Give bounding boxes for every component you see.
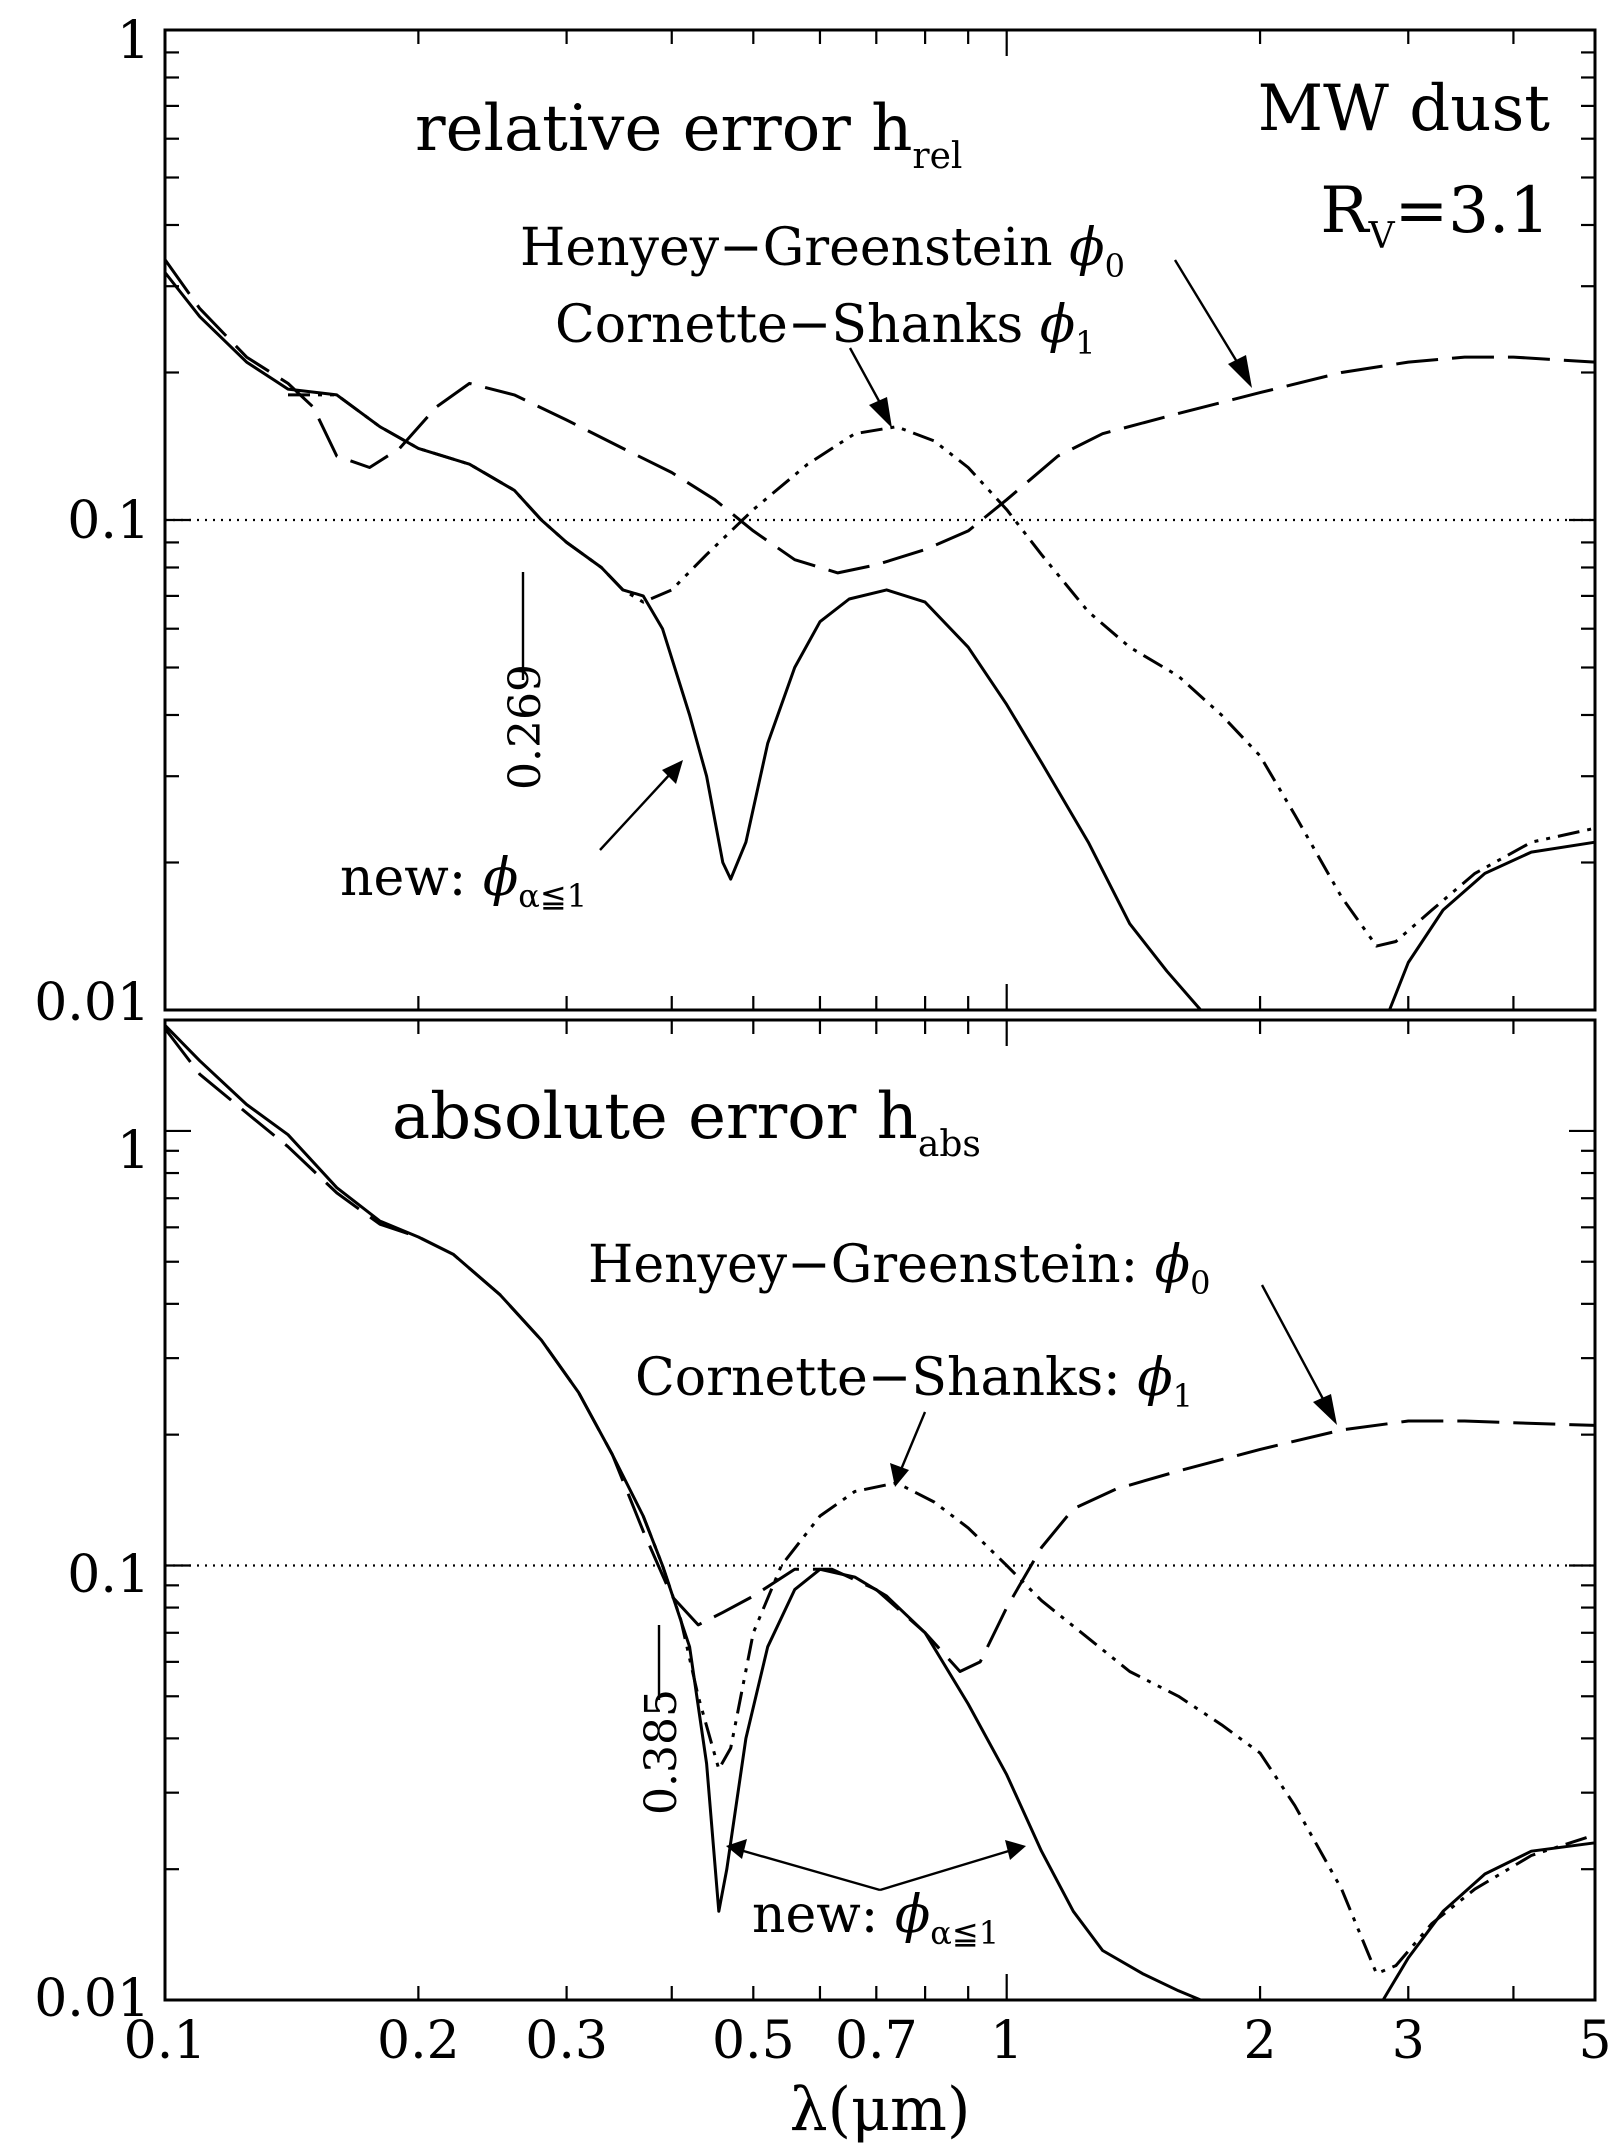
- top-hg-arrow: [1173, 259, 1247, 376]
- bottom-plot-frame: [163, 1018, 1597, 2002]
- top-ytick-label-0.1: 0.1: [67, 491, 150, 551]
- bottom-curve-solid-3: [1381, 1841, 1596, 2001]
- top-new-arrowhead: [662, 760, 683, 784]
- bottom-curves: [163, 1024, 1596, 2002]
- bottom-cs-arrowhead: [890, 1463, 909, 1487]
- top-new-arrow: [599, 771, 673, 851]
- top-panel-title: relative error hrel: [415, 92, 962, 177]
- xtick-label-0.1: 0.1: [124, 2011, 207, 2071]
- top-curve-long-dash-2: [163, 258, 1596, 575]
- bottom-ytick-label-0.1: 0.1: [67, 1545, 150, 1605]
- bottom-hg-arrow: [1260, 1284, 1332, 1413]
- bottom-axis-ticks: [165, 1020, 1595, 2002]
- bottom-panel-title: absolute error habs: [392, 1080, 981, 1165]
- bottom-0.385-label: 0.385: [636, 1689, 687, 1815]
- xtick-label-5: 5: [1578, 2011, 1611, 2071]
- bottom-ytick-label-1: 1: [117, 1121, 150, 1181]
- xtick-label-0.7: 0.7: [835, 2011, 918, 2071]
- bottom-hg-label: Henyey−Greenstein: ϕ0: [588, 1235, 1210, 1302]
- xtick-label-0.5: 0.5: [712, 2011, 795, 2071]
- bottom-hg-arrowhead: [1313, 1394, 1337, 1425]
- top-curve-dash-dot-dot-1: [288, 393, 1596, 948]
- dust-model-label: MW dust: [1258, 72, 1551, 146]
- top-cs-arrowhead: [869, 397, 892, 428]
- top-ytick-label-0.01: 0.01: [34, 973, 150, 1033]
- panel-absolute-error: 1 0.1 0.01 0.1 0.2 0.3 0.5 0.7 1 2 3 5 λ(μm) abs…: [34, 1018, 1612, 2145]
- bottom-cs-arrow: [898, 1411, 927, 1473]
- top-curve-solid-3: [1388, 840, 1596, 1011]
- bottom-new-arrow-left: [739, 1848, 881, 1892]
- top-curves: [163, 258, 1596, 1011]
- top-ytick-label-1: 1: [117, 11, 150, 71]
- xtick-label-1: 1: [990, 2011, 1023, 2071]
- bottom-ytick-label-0.01: 0.01: [34, 1969, 150, 2029]
- xtick-label-0.3: 0.3: [525, 2011, 608, 2071]
- top-hg-arrowhead: [1228, 355, 1252, 388]
- rv-label: RV=3.1: [1320, 174, 1550, 257]
- bottom-curve-dash-dot-dot-1: [641, 1481, 1596, 1976]
- x-tick-labels: 0.1 0.2 0.3 0.5 0.7 1 2 3 5: [124, 2011, 1612, 2071]
- xtick-label-0.2: 0.2: [377, 2011, 460, 2071]
- xtick-label-2: 2: [1244, 2011, 1277, 2071]
- panel-relative-error: 1 0.1 0.01 relative error hrel MW dust R…: [34, 11, 1597, 1033]
- bottom-new-arrowhead-right: [1005, 1840, 1026, 1860]
- bottom-new-arrow-right: [879, 1848, 1013, 1892]
- top-cs-label: Cornette−Shanks ϕ1: [555, 295, 1096, 362]
- top-axis-ticks: [165, 28, 1595, 1012]
- x-axis-label: λ(μm): [790, 2075, 971, 2145]
- bottom-new-label: new: ϕα≦1: [752, 1885, 999, 1952]
- top-curve-solid-0: [163, 271, 1202, 1011]
- xtick-label-3: 3: [1392, 2011, 1425, 2071]
- bottom-cs-label: Cornette−Shanks: ϕ1: [635, 1348, 1193, 1415]
- bottom-curve-solid-0: [163, 1024, 1202, 2002]
- top-new-label: new: ϕα≦1: [340, 848, 587, 915]
- top-0.269-label: 0.269: [500, 664, 551, 790]
- top-hg-label: Henyey−Greenstein ϕ0: [520, 218, 1125, 285]
- bottom-curve-long-dash-2: [163, 1027, 1596, 1673]
- bottom-new-arrowhead-left: [726, 1839, 747, 1859]
